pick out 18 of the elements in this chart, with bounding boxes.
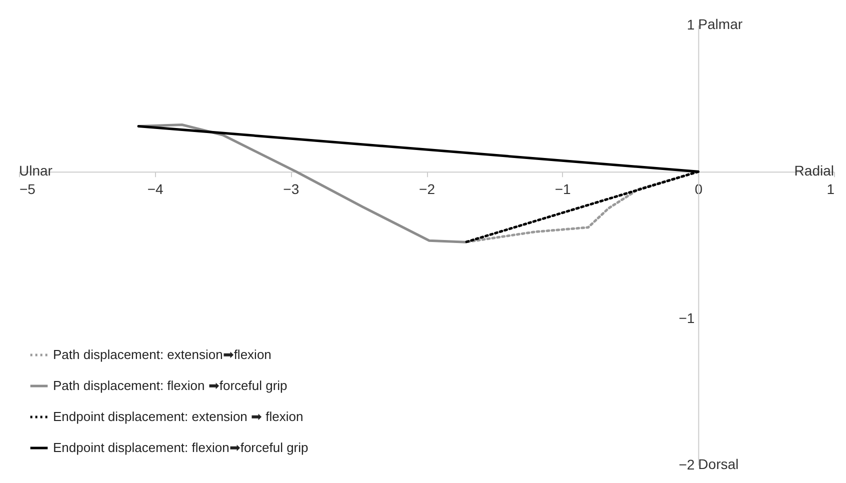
x-tick-label: −3 xyxy=(283,181,300,198)
x-tick-label: −2 xyxy=(419,181,436,198)
x-tick-label: −1 xyxy=(554,181,572,198)
legend-label: Path displacement: extension➡flexion xyxy=(53,347,272,362)
x-tick-label: −5 xyxy=(20,181,36,198)
y-tick-label: 1 xyxy=(686,16,695,32)
annotation: Dorsal xyxy=(698,456,739,472)
x-tick-label: −4 xyxy=(147,181,164,198)
annotation: Palmar xyxy=(698,16,743,32)
y-tick-label: −2 xyxy=(678,456,695,472)
x-tick-label: 1 xyxy=(826,181,835,198)
annotation: Radial xyxy=(794,162,834,179)
legend-label: Endpoint displacement: flexion➡forceful grip xyxy=(53,440,308,455)
annotation: Ulnar xyxy=(19,162,53,179)
legend-label: Path displacement: flexion ➡forceful grip xyxy=(53,378,288,393)
y-tick-label: −1 xyxy=(678,310,695,326)
legend-label: Endpoint displacement: extension ➡ flexion xyxy=(53,409,304,424)
x-tick-label: 0 xyxy=(694,181,703,198)
